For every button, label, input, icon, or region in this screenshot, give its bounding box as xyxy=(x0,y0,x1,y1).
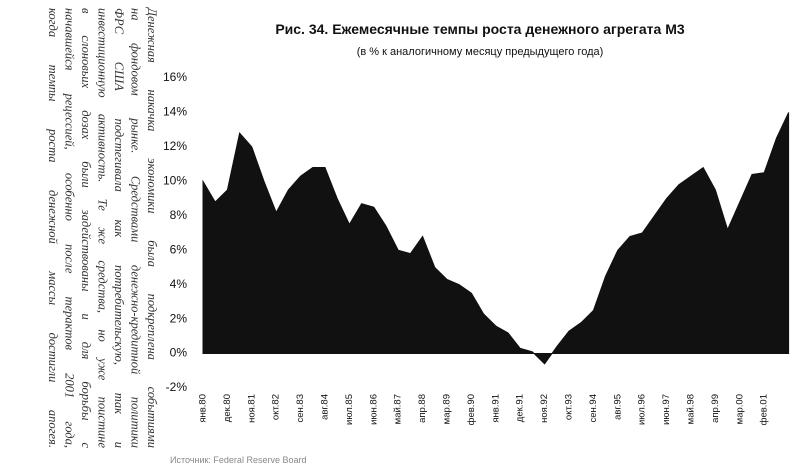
x-tick-label: дек.91 xyxy=(515,394,526,422)
x-tick-label: сен.83 xyxy=(295,394,306,423)
y-tick-label: 10% xyxy=(163,174,187,188)
side-text-line: Денежная накачка экономики была подкрепл… xyxy=(145,8,159,448)
x-tick-label: ноя.92 xyxy=(539,394,550,423)
side-text-line: на фондовом рынке. Средствами денежно-кр… xyxy=(128,8,143,448)
x-tick-label: апр.99 xyxy=(710,394,721,423)
chart-title: Рис. 34. Ежемесячные темпы роста денежно… xyxy=(275,21,685,37)
x-tick-label: ноя.81 xyxy=(246,394,257,423)
side-text-line: начавшейся рецессией, особенно после тер… xyxy=(62,8,77,448)
x-tick-label: июл.85 xyxy=(344,394,355,425)
x-tick-label: окт.82 xyxy=(271,394,282,420)
x-tick-label: дек.80 xyxy=(222,394,233,422)
y-tick-label: -2% xyxy=(166,380,188,394)
x-tick-label: фев.01 xyxy=(759,394,770,425)
x-tick-label: окт.93 xyxy=(564,394,575,420)
x-tick-label: июн.97 xyxy=(661,394,672,425)
x-tick-label: мар.00 xyxy=(734,394,745,424)
area xyxy=(202,112,790,365)
chart-subtitle: (в % к аналогичному месяцу предыдущего г… xyxy=(357,46,604,58)
y-tick-label: 4% xyxy=(170,277,188,291)
x-tick-label: сен.94 xyxy=(588,394,599,423)
y-tick-label: 2% xyxy=(170,311,188,325)
side-text-line: инвестиционную активность. Те же средств… xyxy=(95,8,110,448)
y-tick-label: 6% xyxy=(170,242,188,256)
side-text: Денежная накачка экономики была подкрепл… xyxy=(10,8,160,448)
source: Источник: Federal Reserve Board xyxy=(170,455,306,465)
side-text-line: в слоновьих дозах были задействованы и д… xyxy=(79,8,93,448)
side-text-line: ФРС США подстегивала как потребительскую… xyxy=(112,8,126,448)
x-tick-label: янв.80 xyxy=(198,394,209,423)
y-tick-label: 12% xyxy=(163,139,187,153)
x-tick-label: май.98 xyxy=(686,394,697,424)
x-tick-label: мар.89 xyxy=(442,394,453,424)
y-tick-label: 0% xyxy=(170,346,188,360)
x-tick-label: авг.84 xyxy=(320,394,331,420)
y-tick-label: 16% xyxy=(163,70,187,84)
x-tick-label: авг.95 xyxy=(612,394,623,420)
side-text-line: когда темпы роста денежной массы достигл… xyxy=(46,8,60,448)
x-tick-label: июл.96 xyxy=(637,394,648,425)
x-tick-label: июн.86 xyxy=(368,394,379,425)
y-tick-label: 8% xyxy=(170,208,188,222)
x-tick-label: апр.88 xyxy=(417,394,428,423)
x-tick-label: май.87 xyxy=(393,394,404,424)
x-tick-label: фев.90 xyxy=(466,394,477,425)
y-tick-label: 14% xyxy=(163,105,187,119)
x-tick-label: янв.91 xyxy=(490,394,501,423)
